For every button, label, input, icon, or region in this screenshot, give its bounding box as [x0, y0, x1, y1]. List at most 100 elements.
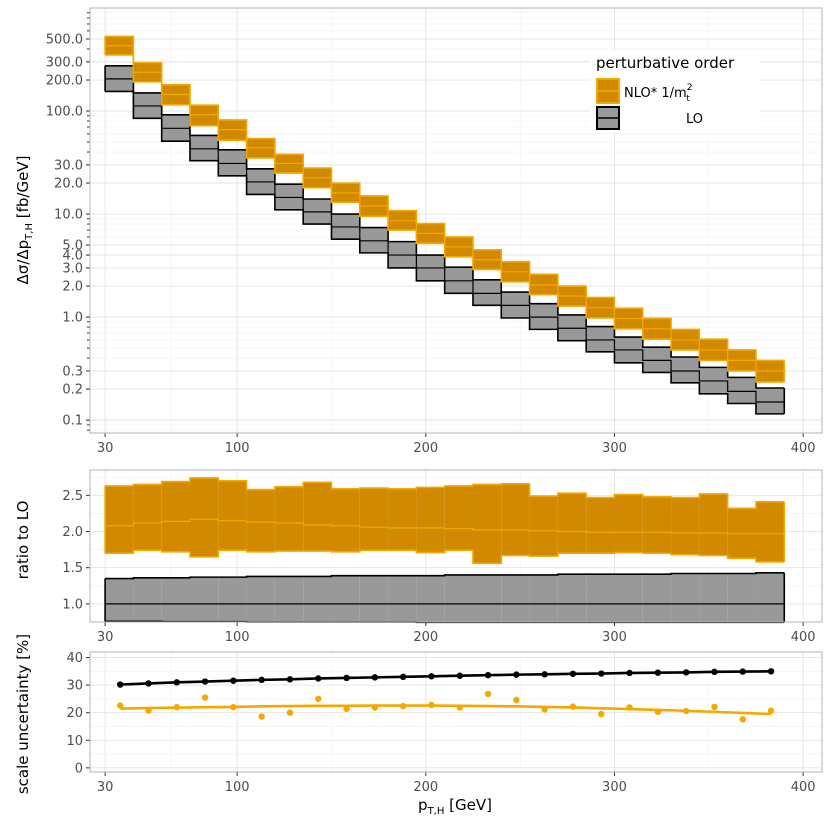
- data-point-lo: [116, 681, 124, 688]
- data-point-nlo: [739, 716, 746, 723]
- data-point-lo: [258, 676, 265, 684]
- band-lo: [727, 573, 756, 623]
- band-lo: [671, 573, 700, 623]
- band-lo: [642, 574, 672, 623]
- data-point-nlo: [711, 703, 718, 711]
- x-tick-label: 300: [602, 441, 627, 456]
- legend-label-lo: LO: [686, 112, 703, 127]
- band-nlo: [161, 481, 190, 552]
- legend-title: perturbative order: [596, 54, 735, 72]
- band-nlo: [444, 485, 473, 551]
- band-nlo: [189, 477, 219, 557]
- y-tick-label: 3.0: [62, 261, 83, 276]
- data-point-lo: [399, 673, 407, 681]
- band-nlo: [189, 105, 219, 126]
- band-nlo: [246, 489, 275, 552]
- band-nlo: [416, 487, 445, 553]
- y-tick-label: 1.0: [62, 597, 83, 612]
- data-point-nlo: [626, 704, 633, 711]
- y-tick-label: 0: [75, 761, 83, 776]
- uncertainty-y-axis-title: scale uncertainty [%]: [14, 634, 32, 794]
- band-lo: [331, 575, 360, 622]
- band-lo: [727, 377, 756, 404]
- data-point-nlo: [173, 703, 180, 711]
- data-point-lo: [456, 672, 463, 679]
- data-point-nlo: [399, 702, 407, 710]
- x-tick-label: 100: [225, 441, 250, 456]
- data-point-nlo: [286, 709, 294, 716]
- data-point-lo: [654, 669, 662, 676]
- legend: perturbative order NLO* 1/m2 t LO: [590, 50, 760, 132]
- data-point-lo: [767, 668, 775, 675]
- distribution-y-axis-title: Δσ/ΔpT,H [fb/GeV]: [14, 156, 35, 285]
- data-point-nlo: [598, 710, 605, 718]
- band-lo: [557, 574, 587, 623]
- panel-border: [89, 469, 823, 623]
- y-tick-label: 30.0: [54, 158, 83, 173]
- data-point-nlo: [230, 703, 237, 711]
- data-point-lo: [173, 679, 180, 686]
- y-tick-label: 1.5: [62, 561, 83, 576]
- legend-entry-nlo: NLO* 1/m2 t: [596, 78, 692, 104]
- band-lo: [586, 574, 615, 623]
- band-lo: [472, 574, 502, 623]
- band-lo: [246, 576, 275, 622]
- data-point-nlo: [201, 694, 209, 701]
- y-tick-label: 2.5: [62, 489, 83, 504]
- band-lo: [274, 576, 304, 622]
- step-line-nlo-low: [105, 549, 785, 565]
- data-point-lo: [484, 671, 492, 679]
- band-nlo: [642, 496, 672, 554]
- panel-border: [89, 7, 823, 434]
- data-point-lo: [315, 675, 322, 682]
- y-tick-label: 10: [66, 734, 83, 749]
- x-tick-label: 100: [225, 630, 250, 645]
- band-lo: [472, 279, 502, 306]
- band-nlo: [105, 485, 134, 554]
- x-tick-label: 200: [413, 441, 438, 456]
- data-point-nlo: [484, 690, 492, 698]
- panel-ratio: 1.0 1.5 2.0 2.5 30 100 200 300 400: [62, 469, 823, 645]
- data-point-nlo: [343, 705, 350, 713]
- data-point-nlo: [145, 707, 152, 714]
- data-point-lo: [371, 674, 379, 681]
- y-tick-label: 2.0: [62, 280, 83, 295]
- band-nlo: [529, 496, 558, 557]
- y-tick-label: 0.1: [62, 414, 83, 429]
- data-point-lo: [739, 668, 746, 675]
- band-nlo: [755, 501, 785, 562]
- band-nlo: [218, 480, 247, 551]
- band-lo: [303, 576, 332, 622]
- y-tick-label: 4.0: [62, 249, 83, 264]
- band-nlo: [359, 488, 389, 551]
- legend-entry-lo: LO: [596, 106, 703, 130]
- x-tick-label: 200: [413, 780, 438, 795]
- band-nlo: [614, 494, 643, 553]
- x-tick-label: 400: [791, 441, 816, 456]
- y-tick-label: 100.0: [46, 105, 83, 120]
- data-point-lo: [230, 677, 237, 684]
- data-point-nlo: [682, 707, 690, 715]
- band-lo: [189, 577, 219, 622]
- band-nlo: [501, 483, 530, 556]
- data-point-lo: [569, 670, 577, 677]
- band-lo: [755, 388, 785, 414]
- data-point-lo: [711, 668, 718, 676]
- band-lo: [133, 577, 162, 622]
- band-lo: [161, 577, 190, 622]
- band-nlo: [586, 497, 615, 554]
- step-line-lo-low: [105, 90, 785, 415]
- panel-border: [89, 651, 823, 773]
- band-lo: [218, 577, 247, 622]
- x-tick-label: 400: [791, 630, 816, 645]
- x-axis-title: pT,H [GeV]: [418, 796, 492, 817]
- x-tick-label: 200: [413, 630, 438, 645]
- data-point-nlo: [315, 695, 322, 703]
- x-tick-label: 300: [602, 780, 627, 795]
- band-lo: [359, 575, 389, 622]
- data-point-nlo: [456, 704, 463, 711]
- band-nlo: [133, 484, 162, 551]
- legend-label-nlo: NLO* 1/m2 t: [624, 83, 692, 104]
- ratio-y-axis-title: ratio to LO: [14, 501, 32, 580]
